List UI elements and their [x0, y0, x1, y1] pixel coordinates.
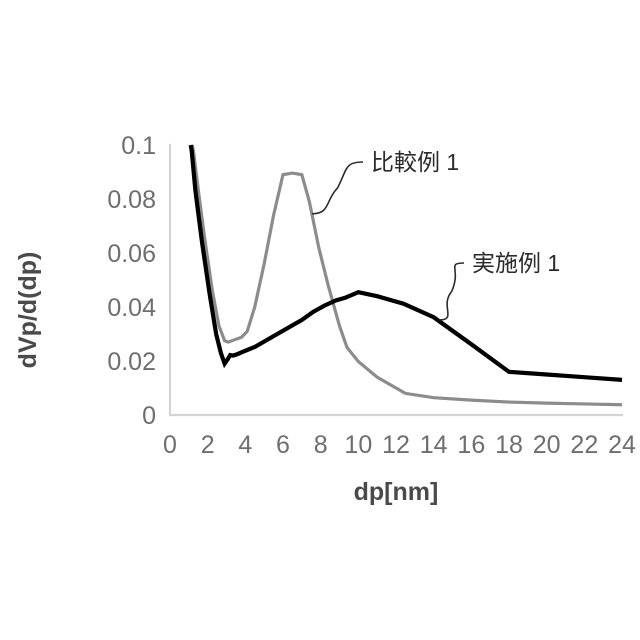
y-tick-label: 0.04 — [107, 294, 156, 322]
series-label-example-1: 実施例 1 — [472, 250, 560, 276]
series-line-comparative-example-1 — [190, 144, 623, 407]
y-tick-label: 0.1 — [121, 132, 156, 160]
x-tick-label: 12 — [382, 431, 410, 459]
x-tick-label: 16 — [457, 431, 485, 459]
x-tick-label: 2 — [201, 431, 215, 459]
leader-line-comparative-example-1 — [312, 161, 364, 215]
x-axis-tick-labels: 0 2 4 6 8 10 12 14 16 18 20 22 24 — [163, 431, 636, 459]
y-tick-label: 0 — [142, 402, 156, 430]
series-line-example-1 — [188, 144, 623, 382]
x-tick-label: 6 — [276, 431, 290, 459]
y-tick-label: 0.02 — [107, 348, 156, 376]
y-tick-label: 0.06 — [107, 240, 156, 268]
x-tick-label: 10 — [344, 431, 372, 459]
x-tick-label: 20 — [533, 431, 561, 459]
x-axis-title: dp[nm] — [354, 478, 439, 506]
y-axis-title: dVp/d(dp) — [14, 252, 42, 369]
x-tick-label: 8 — [314, 431, 328, 459]
x-tick-label: 14 — [420, 431, 448, 459]
x-tick-label: 24 — [608, 431, 636, 459]
series-label-comparative-example-1: 比較例 1 — [371, 149, 459, 175]
x-tick-label: 22 — [570, 431, 598, 459]
x-tick-label: 4 — [238, 431, 252, 459]
series-group — [188, 144, 623, 407]
leader-line-example-1 — [439, 262, 465, 321]
y-axis-tick-labels: 0 0.02 0.04 0.06 0.08 0.1 — [107, 132, 156, 430]
axis-spines — [168, 143, 624, 417]
x-tick-label: 18 — [495, 431, 523, 459]
y-tick-label: 0.08 — [107, 186, 156, 214]
x-tick-label: 0 — [163, 431, 177, 459]
